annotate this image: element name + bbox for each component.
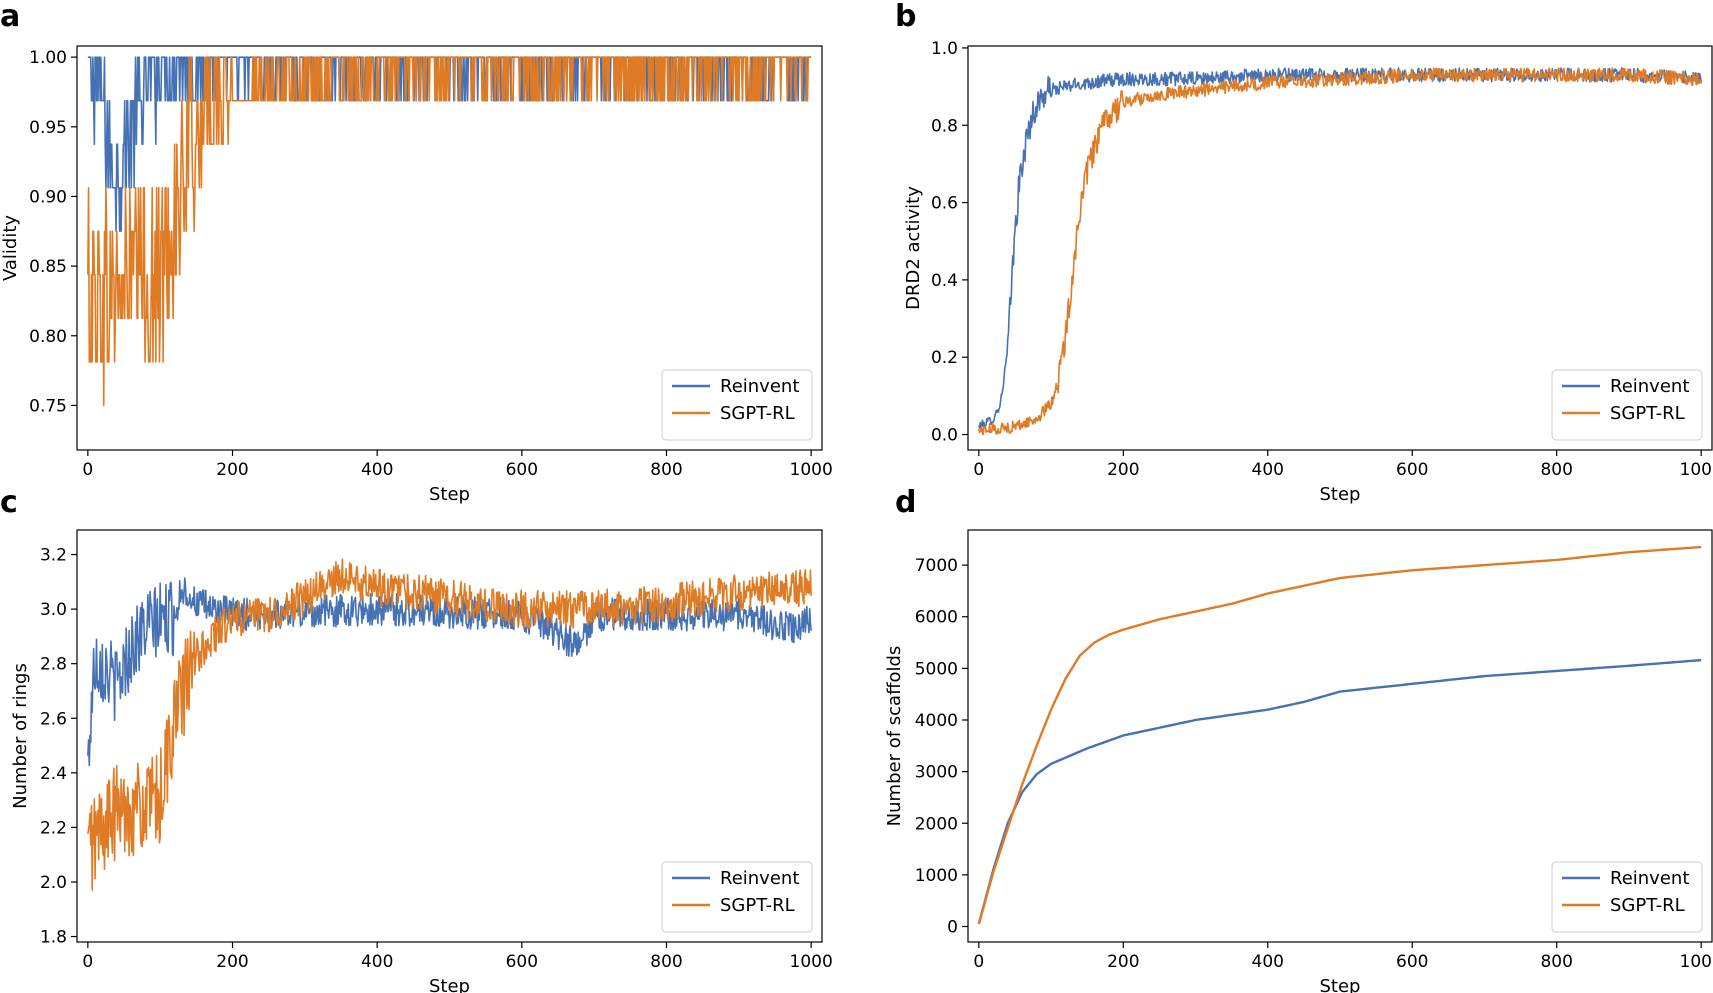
plot-frame xyxy=(967,529,1713,943)
x-tick-label: 0 xyxy=(82,952,93,972)
legend-box xyxy=(661,369,813,441)
x-tick-label: 0 xyxy=(973,460,984,480)
y-tick-label: 0.85 xyxy=(29,257,67,277)
y-tick-label: 1.0 xyxy=(931,39,958,59)
y-tick-label: 2.2 xyxy=(40,818,67,838)
x-tick-label: 800 xyxy=(650,460,682,480)
panel-label: d xyxy=(895,485,916,520)
x-axis-label: Step xyxy=(1320,484,1361,505)
y-tick-label: 0 xyxy=(947,918,958,938)
x-axis-label: Step xyxy=(429,484,470,505)
y-tick-label: 0.0 xyxy=(931,426,958,446)
x-tick-label: 400 xyxy=(1252,460,1284,480)
x-tick-label: 200 xyxy=(216,952,248,972)
legend-entry: Reinvent xyxy=(1610,376,1689,397)
y-axis-label: DRD2 activity xyxy=(903,186,924,310)
x-tick-label: 400 xyxy=(1252,952,1284,972)
y-axis-label: Number of rings xyxy=(10,663,31,809)
legend-entry: SGPT-RL xyxy=(720,895,795,916)
y-tick-label: 2.0 xyxy=(40,873,67,893)
legend-entry: Reinvent xyxy=(720,868,799,889)
series-group xyxy=(87,56,812,407)
y-tick-label: 0.95 xyxy=(29,118,67,138)
legend-box xyxy=(1551,369,1703,441)
x-tick-label: 800 xyxy=(650,952,682,972)
x-tick-label: 200 xyxy=(1107,952,1139,972)
legend-box xyxy=(661,861,813,933)
plot-frame xyxy=(76,45,823,451)
legend: Reinvent SGPT-RL xyxy=(1551,369,1703,441)
series-line-sgpt-rl xyxy=(87,56,812,407)
x-tick-label: 1000 xyxy=(790,952,833,972)
x-tick-label: 200 xyxy=(1107,460,1139,480)
series-group xyxy=(978,67,1702,436)
x-tick-label: 600 xyxy=(506,460,538,480)
y-tick-label: 2.4 xyxy=(40,764,67,784)
x-tick-label: 400 xyxy=(361,460,393,480)
x-tick-label: 200 xyxy=(216,460,248,480)
plot-frame xyxy=(76,529,823,943)
panel-label: a xyxy=(0,0,20,34)
legend: Reinvent SGPT-RL xyxy=(661,861,813,933)
series-line-reinvent xyxy=(87,577,812,767)
x-tick-label: 400 xyxy=(361,952,393,972)
legend-entry: SGPT-RL xyxy=(720,403,795,424)
panel-a: a 0 200 400 600 800 1000 0.75 0.80 0.85 0.90 0.95 1.… xyxy=(0,0,833,505)
series-line-sgpt-rl xyxy=(977,545,1702,925)
y-tick-label: 0.90 xyxy=(29,187,67,207)
y-tick-label: 2.8 xyxy=(40,655,67,675)
x-tick-label: 600 xyxy=(506,952,538,972)
x-tick-label: 600 xyxy=(1396,460,1428,480)
legend-entry: SGPT-RL xyxy=(1610,403,1685,424)
y-axis-label: Validity xyxy=(0,215,21,281)
legend-box xyxy=(1551,861,1703,933)
y-tick-label: 3000 xyxy=(915,763,958,783)
panel-d: d 0 200 400 600 800 1000 0 1000 2000 3000 4000 5000 6… xyxy=(884,485,1713,993)
y-axis-label: Number of scaffolds xyxy=(884,646,905,827)
x-axis-label: Step xyxy=(429,976,470,993)
legend: Reinvent SGPT-RL xyxy=(661,369,813,441)
y-tick-label: 0.80 xyxy=(29,327,67,347)
x-tick-label: 1000 xyxy=(1680,460,1713,480)
plot-frame xyxy=(967,45,1713,451)
x-tick-label: 1000 xyxy=(1680,952,1713,972)
legend-entry: Reinvent xyxy=(720,376,799,397)
legend-entry: SGPT-RL xyxy=(1610,895,1685,916)
x-tick-label: 800 xyxy=(1540,460,1572,480)
y-tick-label: 3.0 xyxy=(40,600,67,620)
panel-b: b 0 200 400 600 800 1000 0.0 0.2 0.4 0.6 0.8 1.0 Step… xyxy=(895,0,1713,505)
y-tick-label: 1000 xyxy=(915,866,958,886)
series-group xyxy=(977,545,1702,925)
series-line-sgpt-rl xyxy=(978,67,1702,436)
legend: Reinvent SGPT-RL xyxy=(1551,861,1703,933)
x-axis-label: Step xyxy=(1320,976,1361,993)
y-tick-label: 3.2 xyxy=(40,546,67,566)
x-tick-label: 0 xyxy=(973,952,984,972)
y-tick-label: 1.8 xyxy=(40,928,67,948)
x-tick-label: 0 xyxy=(82,460,93,480)
x-tick-label: 1000 xyxy=(790,460,833,480)
y-tick-label: 0.6 xyxy=(931,194,958,214)
series-line-sgpt-rl xyxy=(87,558,812,891)
y-tick-label: 7000 xyxy=(915,556,958,576)
series-group xyxy=(87,558,812,891)
legend-entry: Reinvent xyxy=(1610,868,1689,889)
y-tick-label: 2000 xyxy=(915,814,958,834)
panel-c: c 0 200 400 600 800 1000 1.8 2.0 2.2 2.4 2.6 2.8 3.0 3… xyxy=(0,485,833,993)
x-tick-label: 600 xyxy=(1396,952,1428,972)
y-tick-label: 0.8 xyxy=(931,116,958,136)
panel-label: b xyxy=(895,0,916,34)
y-tick-label: 2.6 xyxy=(40,709,67,729)
y-tick-label: 0.2 xyxy=(931,348,958,368)
x-tick-label: 800 xyxy=(1540,952,1572,972)
y-tick-label: 0.4 xyxy=(931,271,958,291)
y-tick-label: 1.00 xyxy=(29,48,67,68)
y-tick-label: 0.75 xyxy=(29,396,67,416)
series-line-reinvent xyxy=(977,658,1702,925)
y-tick-label: 4000 xyxy=(915,711,958,731)
y-tick-label: 6000 xyxy=(915,608,958,628)
panel-label: c xyxy=(0,485,18,520)
y-tick-label: 5000 xyxy=(915,659,958,679)
